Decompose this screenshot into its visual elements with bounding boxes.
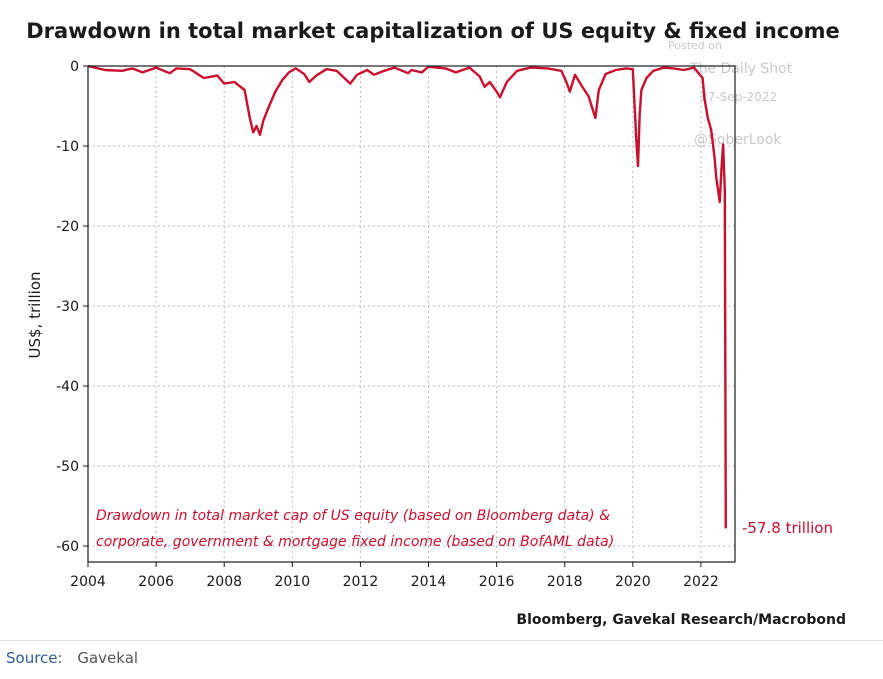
- axis-layer: [83, 65, 736, 567]
- watermark-handle: @SoberLook: [694, 132, 782, 148]
- series-line-0: [87, 64, 727, 529]
- x-tick-label-2022: 2022: [683, 574, 719, 590]
- watermark-date: 27-Sep-2022: [700, 90, 777, 104]
- chart-figure: Drawdown in total market capitalization …: [26, 19, 846, 628]
- watermark: Posted on The Daily Shot 27-Sep-2022 @So…: [668, 39, 793, 148]
- y-tick-label--60: -60: [56, 539, 79, 555]
- x-tick-label-2008: 2008: [206, 574, 242, 590]
- chart-svg: Drawdown in total market capitalization …: [26, 19, 846, 628]
- watermark-posted: Posted on: [668, 39, 722, 52]
- y-tick-labels: 0 -10 -20 -30 -40 -50 -60: [56, 59, 79, 555]
- y-tick-label--30: -30: [56, 299, 79, 315]
- y-axis-label: US$, trillion: [26, 272, 44, 359]
- watermark-daily-shot: The Daily Shot: [689, 61, 793, 77]
- series-layer: [87, 64, 727, 529]
- y-tick-label--10: -10: [56, 139, 79, 155]
- x-tick-label-2016: 2016: [479, 574, 515, 590]
- x-tick-label-2014: 2014: [411, 574, 447, 590]
- x-tick-label-2010: 2010: [274, 574, 310, 590]
- annotation-line-2: corporate, government & mortgage fixed i…: [96, 534, 614, 550]
- plot-frame: [87, 65, 736, 563]
- source-value: Gavekal: [77, 649, 139, 667]
- annotation: Drawdown in total market cap of US equit…: [96, 508, 614, 550]
- source-footer: Source: Gavekal: [0, 640, 883, 679]
- y-tick-label--50: -50: [56, 459, 79, 475]
- source-label: Source:: [6, 649, 63, 667]
- y-tick-label--40: -40: [56, 379, 79, 395]
- x-tick-label-2012: 2012: [343, 574, 379, 590]
- y-tick-label--20: -20: [56, 219, 79, 235]
- x-tick-labels: 2004 2006 2008 2010 2012 2014 2016 2018 2020 2022: [70, 574, 719, 590]
- chart-credit: Bloomberg, Gavekal Research/Macrobond: [516, 612, 846, 628]
- annotation-line-1: Drawdown in total market cap of US equit…: [96, 508, 610, 524]
- x-tick-label-2004: 2004: [70, 574, 106, 590]
- chart-title: Drawdown in total market capitalization …: [26, 19, 840, 43]
- x-tick-label-2018: 2018: [547, 574, 583, 590]
- x-tick-label-2020: 2020: [615, 574, 651, 590]
- y-tick-label-0: 0: [70, 59, 79, 75]
- end-value-label: -57.8 trillion: [742, 519, 833, 537]
- x-tick-label-2006: 2006: [138, 574, 174, 590]
